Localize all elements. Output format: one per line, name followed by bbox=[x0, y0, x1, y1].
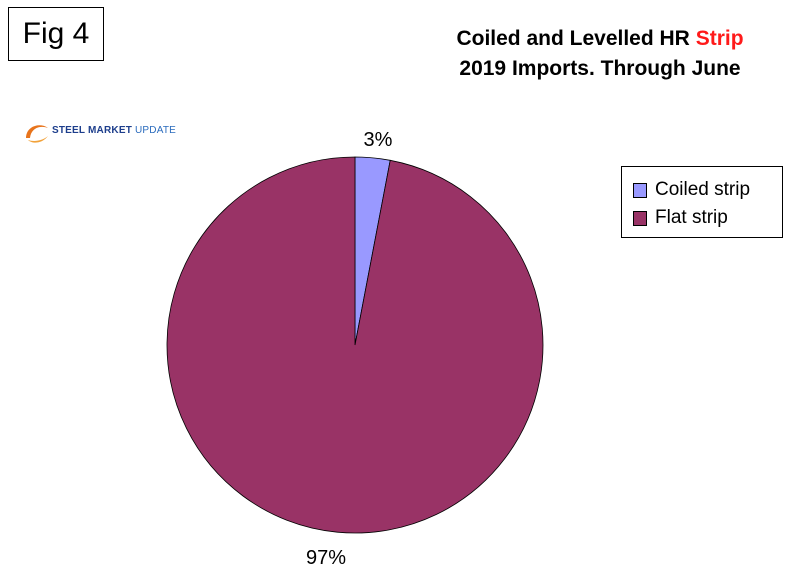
pie-slice-flat-strip bbox=[166, 156, 544, 534]
steel-market-update-logo: STEEL MARKET UPDATE bbox=[22, 118, 176, 148]
chart-title-line1: Coiled and Levelled HR Strip bbox=[400, 24, 800, 54]
chart-title-prefix: Coiled and Levelled HR bbox=[456, 27, 696, 50]
figure-label: Fig 4 bbox=[8, 7, 104, 61]
pie-slices bbox=[166, 156, 544, 534]
logo-swoosh-icon bbox=[26, 125, 48, 143]
legend-item-coiled-strip: Coiled strip bbox=[633, 176, 782, 204]
logo-word-update: UPDATE bbox=[134, 125, 177, 136]
data-label-flat-strip: 97% bbox=[306, 547, 346, 569]
logo-text: STEEL MARKET UPDATE bbox=[52, 125, 176, 136]
chart-title-highlight: Strip bbox=[695, 27, 744, 50]
data-label-coiled-strip: 3% bbox=[364, 129, 393, 151]
legend-swatch-coiled-strip bbox=[633, 182, 647, 198]
legend-label-coiled-strip: Coiled strip bbox=[655, 179, 751, 200]
legend-swatch-flat-strip bbox=[633, 210, 647, 226]
legend-label-flat-strip: Flat strip bbox=[655, 207, 728, 228]
chart-legend: Coiled strip Flat strip bbox=[621, 166, 783, 238]
chart-title-line2: 2019 Imports. Through June bbox=[459, 57, 741, 80]
legend-item-flat-strip: Flat strip bbox=[633, 204, 782, 232]
logo-word-steel-market: STEEL MARKET bbox=[52, 125, 132, 136]
chart-title: Coiled and Levelled HR Strip 2019 Import… bbox=[400, 24, 800, 84]
